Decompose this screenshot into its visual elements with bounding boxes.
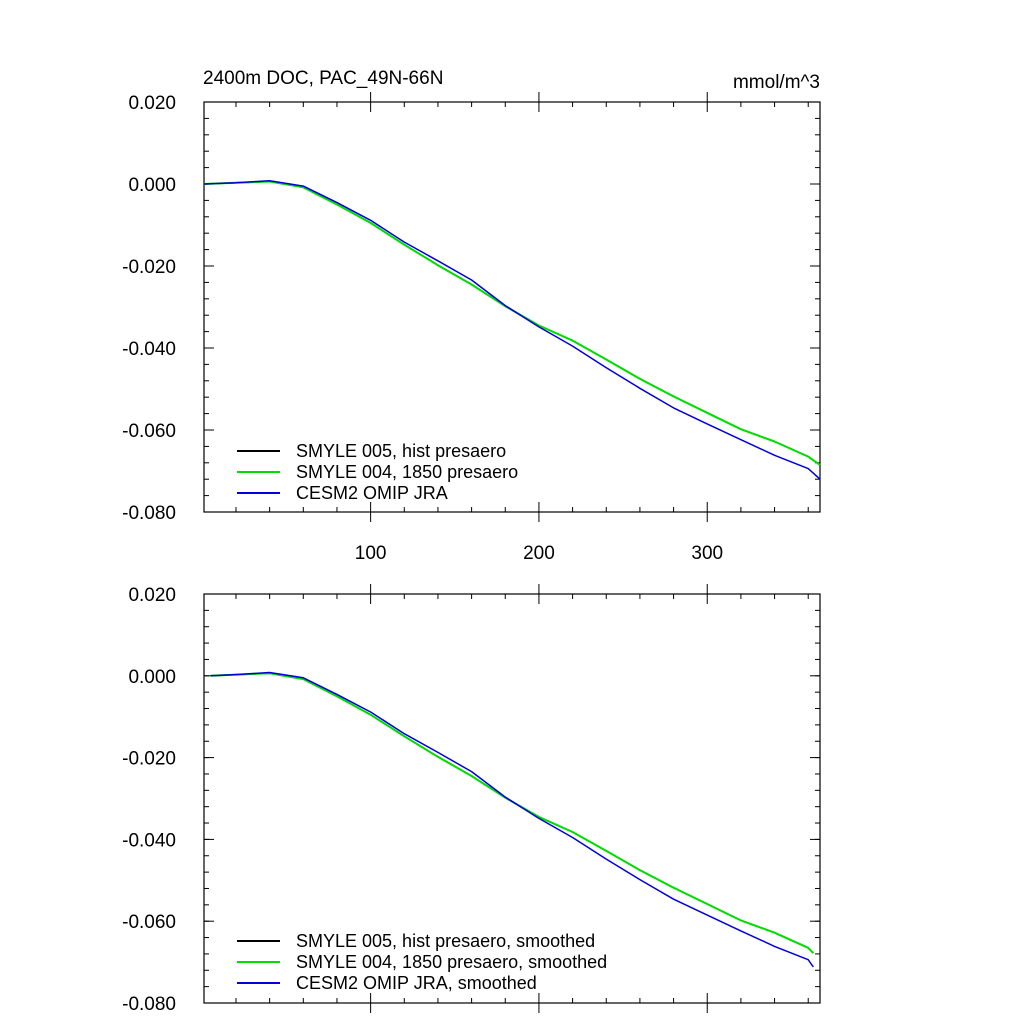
y-tick-label: -0.040 [122, 339, 176, 360]
x-tick-label: 300 [691, 543, 723, 564]
legend-label: CESM2 OMIP JRA [296, 483, 448, 503]
x-tick-label: 200 [523, 543, 555, 564]
y-tick-label: -0.080 [122, 994, 176, 1015]
chart-title: 2400m DOC, PAC_49N-66N [203, 68, 443, 89]
bottom-panel: 0.020 0.000 -0.020 -0.040 -0.060 -0.080 SMYLE … [122, 584, 821, 1015]
y-tick-label: 0.020 [128, 93, 176, 114]
series-line [210, 671, 814, 968]
x-tick-label: 100 [355, 543, 387, 564]
legend-label: SMYLE 005, hist presaero, smoothed [296, 931, 595, 951]
y-tick-label: 0.020 [128, 585, 176, 606]
legend-label: SMYLE 005, hist presaero [296, 441, 506, 461]
legend-label: CESM2 OMIP JRA, smoothed [296, 973, 537, 993]
y-tick-label: 0.000 [128, 175, 176, 196]
series-line [203, 179, 821, 480]
top-panel: 0.020 0.000 -0.020 -0.040 -0.060 -0.080 100 200… [122, 92, 821, 564]
y-tick-label: -0.060 [122, 421, 176, 442]
y-tick-label: 0.000 [128, 667, 176, 688]
y-tick-label: -0.080 [122, 503, 176, 524]
legend-label: SMYLE 004, 1850 presaero, smoothed [296, 952, 607, 972]
y-tick-label: -0.020 [122, 257, 176, 278]
plot-frame [203, 593, 821, 1004]
units-label: mmol/m^3 [733, 72, 820, 93]
plot-frame [203, 101, 821, 513]
y-tick-label: -0.040 [122, 830, 176, 851]
y-tick-label: -0.060 [122, 912, 176, 933]
y-tick-label: -0.020 [122, 749, 176, 770]
legend-label: SMYLE 004, 1850 presaero [296, 462, 518, 482]
